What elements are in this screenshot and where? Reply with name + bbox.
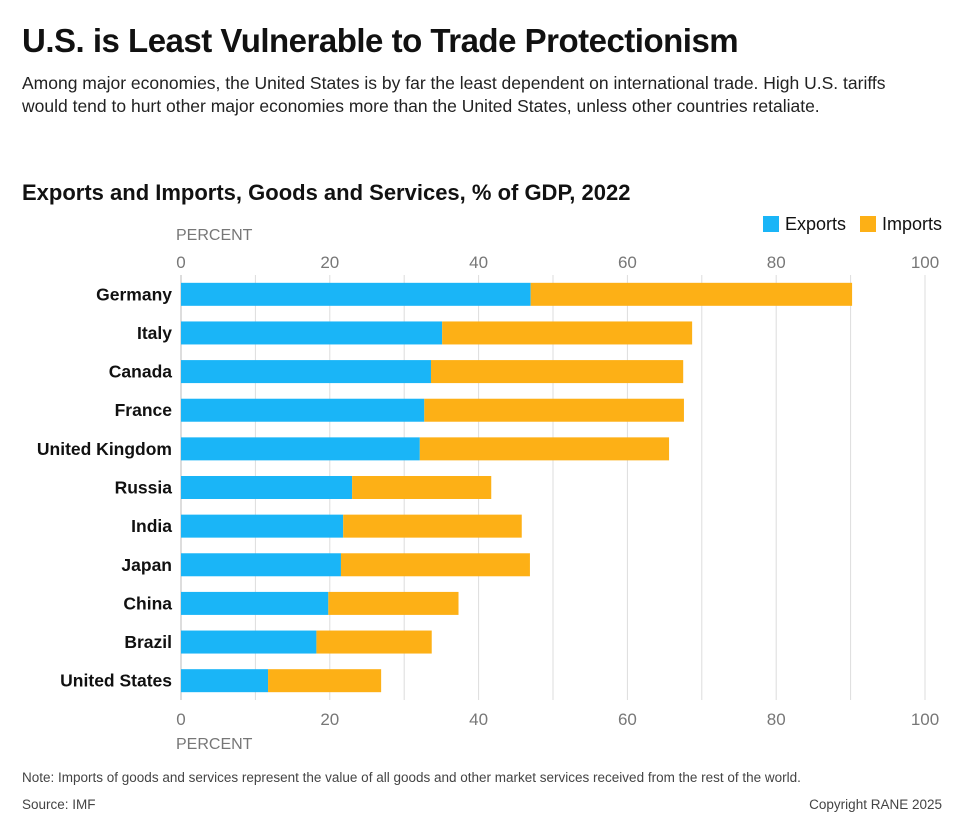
category-label: United Kingdom	[37, 439, 172, 459]
bar-exports	[181, 591, 329, 615]
x-tick-label-top: 80	[767, 253, 786, 272]
bar-imports	[343, 514, 522, 538]
subtitle: Among major economies, the United States…	[22, 73, 886, 116]
x-tick-label-bottom: 20	[320, 710, 339, 729]
legend: Exports Imports	[762, 214, 942, 235]
category-label: China	[123, 593, 172, 613]
bar-imports	[424, 398, 684, 422]
bar-exports	[181, 553, 341, 577]
bar-exports	[181, 514, 344, 538]
category-label: Italy	[137, 323, 172, 343]
x-tick-label-top: 20	[320, 253, 339, 272]
x-axis-label-top: PERCENT	[176, 227, 253, 244]
legend-label: Imports	[881, 214, 942, 234]
legend-item-imports: Imports	[859, 214, 942, 235]
page-title: U.S. is Least Vulnerable to Trade Protec…	[22, 22, 739, 59]
bar-imports	[340, 553, 530, 577]
bar-imports	[530, 282, 853, 306]
x-axis-label-bottom: PERCENT	[176, 736, 253, 753]
legend-swatch-exports	[762, 216, 779, 232]
category-label: Japan	[121, 555, 172, 575]
category-label: India	[131, 516, 172, 536]
category-label: France	[115, 400, 173, 420]
category-label: Canada	[109, 362, 172, 382]
bar-imports	[328, 591, 459, 615]
bar-exports	[181, 669, 269, 693]
source: Source: IMF	[22, 797, 96, 812]
bar-exports	[181, 630, 317, 654]
category-label: Germany	[96, 284, 172, 304]
category-label: Brazil	[124, 632, 172, 652]
bar-imports	[316, 630, 432, 654]
x-tick-label-bottom: 60	[618, 710, 637, 729]
bar-exports	[181, 476, 353, 499]
legend-label: Exports	[784, 214, 846, 234]
bar-exports	[181, 360, 431, 384]
x-tick-label-bottom: 0	[176, 710, 185, 729]
bar-exports	[181, 437, 420, 461]
category-label: United States	[60, 671, 172, 691]
bar-imports	[268, 669, 382, 693]
bar-imports	[442, 321, 693, 345]
bar-exports	[181, 398, 425, 422]
bar-exports	[181, 321, 443, 345]
footnote: Note: Imports of goods and services repr…	[22, 770, 801, 785]
x-tick-label-bottom: 40	[469, 710, 488, 729]
copyright: Copyright RANE 2025	[809, 797, 942, 812]
x-tick-label-bottom: 80	[767, 710, 786, 729]
x-tick-label-bottom: 100	[911, 710, 939, 729]
legend-item-exports: Exports	[762, 214, 846, 235]
legend-swatch-imports	[859, 216, 876, 232]
bar-imports	[352, 476, 492, 499]
x-tick-label-top: 40	[469, 253, 488, 272]
x-tick-label-top: 60	[618, 253, 637, 272]
chart-title: Exports and Imports, Goods and Services,…	[22, 180, 631, 205]
category-label: Russia	[115, 478, 173, 498]
bar-imports	[419, 437, 670, 461]
x-tick-label-top: 100	[911, 253, 939, 272]
x-tick-label-top: 0	[176, 253, 185, 272]
bar-imports	[430, 360, 684, 384]
bar-exports	[181, 282, 531, 306]
